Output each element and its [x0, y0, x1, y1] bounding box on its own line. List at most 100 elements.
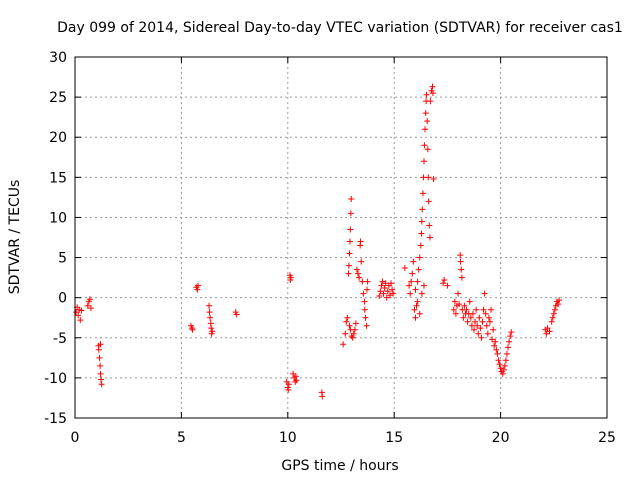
data-point [418, 290, 425, 297]
data-point [555, 301, 562, 308]
data-point [293, 377, 300, 384]
data-point [450, 306, 457, 313]
data-point [345, 270, 352, 277]
data-point [497, 365, 504, 372]
data-point [345, 262, 352, 269]
data-point [351, 326, 358, 333]
data-point [414, 298, 421, 305]
x-tick-label: 10 [279, 430, 297, 446]
data-point [96, 354, 103, 361]
y-tick-label: 20 [49, 130, 67, 146]
data-point [414, 278, 421, 285]
data-point [84, 302, 91, 309]
data-point [426, 234, 433, 241]
data-point [419, 190, 426, 197]
data-point [501, 362, 508, 369]
data-point [194, 286, 201, 293]
data-point [473, 306, 480, 313]
data-point [406, 282, 413, 289]
data-point [343, 318, 350, 325]
data-point [455, 290, 462, 297]
x-tick-label: 20 [492, 430, 510, 446]
data-point [340, 341, 347, 348]
data-point [461, 302, 468, 309]
data-point [478, 334, 485, 341]
data-point [409, 270, 416, 277]
data-point [346, 250, 353, 257]
data-point [360, 290, 367, 297]
x-tick-label: 5 [177, 430, 186, 446]
data-point [499, 370, 506, 377]
data-point [482, 310, 489, 317]
data-point [419, 206, 426, 213]
data-point [378, 282, 385, 289]
data-point [452, 310, 459, 317]
data-point [285, 381, 292, 388]
data-point [87, 305, 94, 312]
data-point [506, 338, 513, 345]
chart-title: Day 099 of 2014, Sidereal Day-to-day VTE… [57, 20, 623, 36]
data-point [285, 386, 292, 393]
data-point [410, 258, 417, 265]
data-point [422, 110, 429, 117]
data-point [425, 198, 432, 205]
x-tick-label: 25 [598, 430, 616, 446]
data-point [346, 322, 353, 329]
data-point [344, 314, 351, 321]
data-point [480, 306, 487, 313]
y-tick-label: 0 [58, 291, 67, 307]
data-point [206, 309, 213, 316]
y-tick-label: 10 [49, 210, 67, 226]
data-point [476, 314, 483, 321]
data-point [97, 370, 104, 377]
y-tick-label: 15 [49, 170, 67, 186]
data-points [73, 83, 563, 400]
data-point [353, 266, 360, 273]
data-point [474, 322, 481, 329]
data-point [479, 318, 486, 325]
data-point [350, 330, 357, 337]
data-point [377, 288, 384, 295]
data-point [287, 274, 294, 281]
data-point [464, 318, 471, 325]
data-point [415, 266, 422, 273]
data-point [381, 285, 388, 292]
data-point [451, 298, 458, 305]
axis-ticks: 0 5 10 15 20 25 -15 -10 -5 0 5 10 15 20 25 30 [44, 50, 616, 446]
data-point [364, 278, 371, 285]
data-point [444, 282, 451, 289]
data-point [458, 266, 465, 273]
data-point [208, 325, 215, 332]
data-point [492, 338, 499, 345]
data-point [495, 357, 502, 364]
data-point [486, 318, 493, 325]
data-point [189, 326, 196, 333]
data-point [407, 290, 414, 297]
data-point [73, 309, 80, 316]
data-point [363, 322, 370, 329]
data-point [441, 277, 448, 284]
y-tick-label: -5 [53, 331, 67, 347]
data-point [412, 314, 419, 321]
data-point [508, 329, 515, 336]
x-tick-label: 0 [71, 430, 80, 446]
data-point [358, 258, 365, 265]
data-point [361, 306, 368, 313]
data-point [384, 288, 391, 295]
data-point [466, 298, 473, 305]
data-point [500, 366, 507, 373]
data-point [418, 218, 425, 225]
data-point [408, 278, 415, 285]
data-point [457, 258, 464, 265]
data-point [347, 210, 354, 217]
data-point [361, 298, 368, 305]
data-point [475, 330, 482, 337]
data-point [357, 238, 364, 245]
data-point [469, 310, 476, 317]
data-point [207, 314, 214, 321]
data-point [209, 328, 216, 335]
x-tick-label: 15 [385, 430, 403, 446]
data-point [363, 286, 370, 293]
data-point [503, 350, 510, 357]
data-point [426, 222, 433, 229]
